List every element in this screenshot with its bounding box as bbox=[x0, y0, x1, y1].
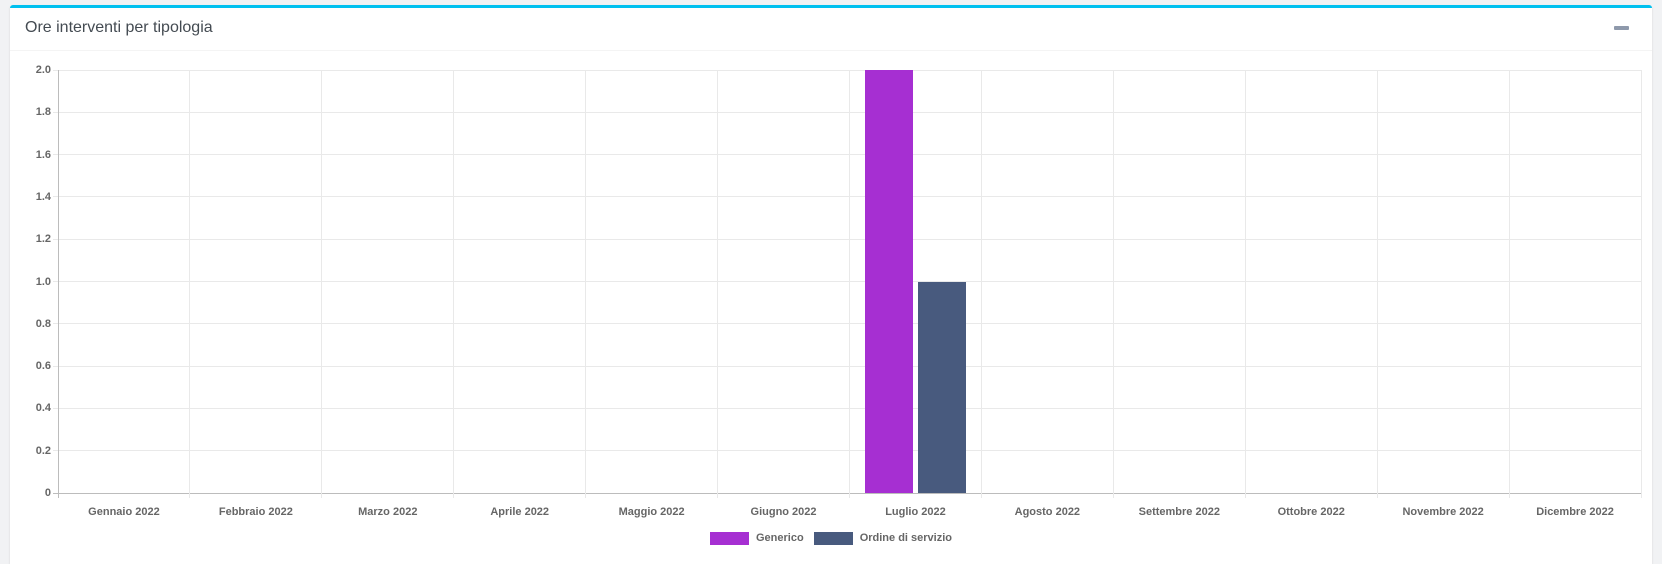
x-tick-label: Agosto 2022 bbox=[1014, 506, 1081, 518]
x-gridline bbox=[1508, 70, 1510, 498]
y-gridline bbox=[53, 365, 1641, 367]
chart-plot-area[interactable]: 0 0.2 0.4 0.6 0.8 1.0 1.2 1.4 1.6 1.8 2.0 bbox=[36, 64, 1642, 499]
x-tick-label: Maggio 2022 bbox=[618, 506, 685, 518]
x-gridline bbox=[585, 70, 587, 498]
y-tick-label: 0.6 bbox=[35, 360, 51, 373]
y-tick-label: 1.6 bbox=[35, 148, 51, 161]
bar-generico[interactable] bbox=[865, 70, 913, 493]
y-tick-label: 0 bbox=[44, 487, 51, 499]
x-tick-label: Aprile 2022 bbox=[490, 506, 550, 518]
x-gridline bbox=[717, 70, 719, 498]
y-gridline bbox=[53, 111, 1641, 113]
y-gridline bbox=[53, 407, 1641, 409]
collapse-button[interactable] bbox=[1611, 18, 1633, 38]
y-gridline bbox=[53, 238, 1641, 240]
y-gridline bbox=[53, 196, 1641, 198]
legend-label: Ordine di servizio bbox=[859, 532, 952, 544]
x-tick-label: Ottobre 2022 bbox=[1277, 506, 1345, 518]
legend-swatch bbox=[710, 531, 749, 545]
x-gridline bbox=[980, 70, 982, 498]
y-gridline bbox=[53, 154, 1641, 156]
x-tick-label: Giugno 2022 bbox=[750, 506, 817, 518]
x-gridline bbox=[1112, 70, 1114, 498]
card-header: Ore interventi per tipologia bbox=[10, 8, 1652, 51]
legend-item[interactable]: Generico bbox=[710, 531, 804, 545]
x-gridline bbox=[321, 70, 323, 498]
x-tick-label: Dicembre 2022 bbox=[1536, 506, 1614, 518]
y-gridline bbox=[53, 323, 1641, 325]
legend-item[interactable]: Ordine di servizio bbox=[813, 531, 952, 545]
y-tick-label: 1.2 bbox=[35, 233, 51, 246]
x-gridline bbox=[189, 70, 191, 498]
y-tick-label: 1.8 bbox=[35, 106, 51, 119]
x-axis-labels: Gennaio 2022 Febbraio 2022 Marzo 2022 April… bbox=[58, 506, 1641, 522]
x-tick-label: Marzo 2022 bbox=[358, 506, 418, 518]
y-gridline bbox=[53, 69, 1641, 71]
card-title: Ore interventi per tipologia bbox=[25, 19, 213, 36]
x-gridline bbox=[1244, 70, 1246, 498]
card-ore-interventi: Ore interventi per tipologia 0 0.2 0.4 0.6 0… bbox=[10, 5, 1652, 564]
x-gridline bbox=[453, 70, 455, 498]
y-tick-label: 1.0 bbox=[35, 275, 51, 288]
y-gridline bbox=[53, 281, 1641, 282]
legend-label: Generico bbox=[756, 532, 804, 544]
minus-icon bbox=[1614, 26, 1629, 30]
x-tick-label: Novembre 2022 bbox=[1402, 506, 1484, 518]
y-gridline bbox=[53, 450, 1641, 452]
y-tick-label: 1.4 bbox=[35, 190, 51, 203]
x-gridline bbox=[1376, 70, 1378, 498]
x-tick-label: Febbraio 2022 bbox=[218, 506, 293, 518]
y-tick-label: 0.4 bbox=[35, 402, 51, 415]
y-tick-label: 0.2 bbox=[35, 444, 51, 457]
y-tick-label: 0.8 bbox=[35, 317, 51, 330]
x-tick-label: Settembre 2022 bbox=[1138, 506, 1220, 518]
x-gridline bbox=[849, 70, 850, 498]
y-gridline bbox=[53, 492, 1641, 494]
bar-ordine-di-servizio[interactable] bbox=[918, 281, 966, 493]
x-tick-label: Luglio 2022 bbox=[885, 506, 946, 518]
chart-legend: Generico Ordine di servizio bbox=[10, 529, 1652, 547]
x-gridline bbox=[57, 70, 59, 498]
legend-swatch bbox=[813, 531, 853, 545]
x-tick-label: Gennaio 2022 bbox=[88, 506, 160, 518]
y-tick-label: 2.0 bbox=[35, 64, 51, 76]
x-gridline bbox=[1640, 70, 1642, 498]
